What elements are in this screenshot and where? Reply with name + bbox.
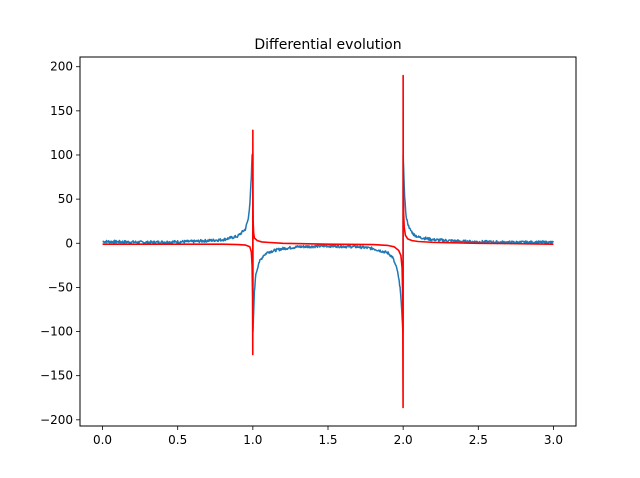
series-line-1 xyxy=(102,152,555,333)
x-tick-label: 1.5 xyxy=(318,433,337,447)
x-tick-label: 3.0 xyxy=(544,433,563,447)
y-tick-label: 150 xyxy=(50,104,73,118)
series-line-2 xyxy=(102,74,554,409)
plot-area xyxy=(102,74,555,409)
x-tick-label: 2.5 xyxy=(469,433,488,447)
y-tick-label: −50 xyxy=(48,280,73,294)
y-tick-label: 0 xyxy=(65,236,73,250)
y-tick-label: −200 xyxy=(40,413,73,427)
y-tick-label: 50 xyxy=(58,192,73,206)
x-axis: 0.0 0.5 1.0 1.5 2.0 2.5 3.0 xyxy=(93,426,563,447)
x-tick-label: 0.5 xyxy=(168,433,187,447)
x-tick-label: 0.0 xyxy=(93,433,112,447)
y-tick-label: 200 xyxy=(50,60,73,74)
y-axis: −200 −150 −100 −50 0 50 100 150 200 xyxy=(40,60,80,427)
y-tick-label: 100 xyxy=(50,148,73,162)
y-tick-label: −100 xyxy=(40,325,73,339)
x-tick-label: 2.0 xyxy=(394,433,413,447)
x-tick-label: 1.0 xyxy=(243,433,262,447)
chart-title: Differential evolution xyxy=(254,37,401,53)
y-tick-label: −150 xyxy=(40,369,73,383)
